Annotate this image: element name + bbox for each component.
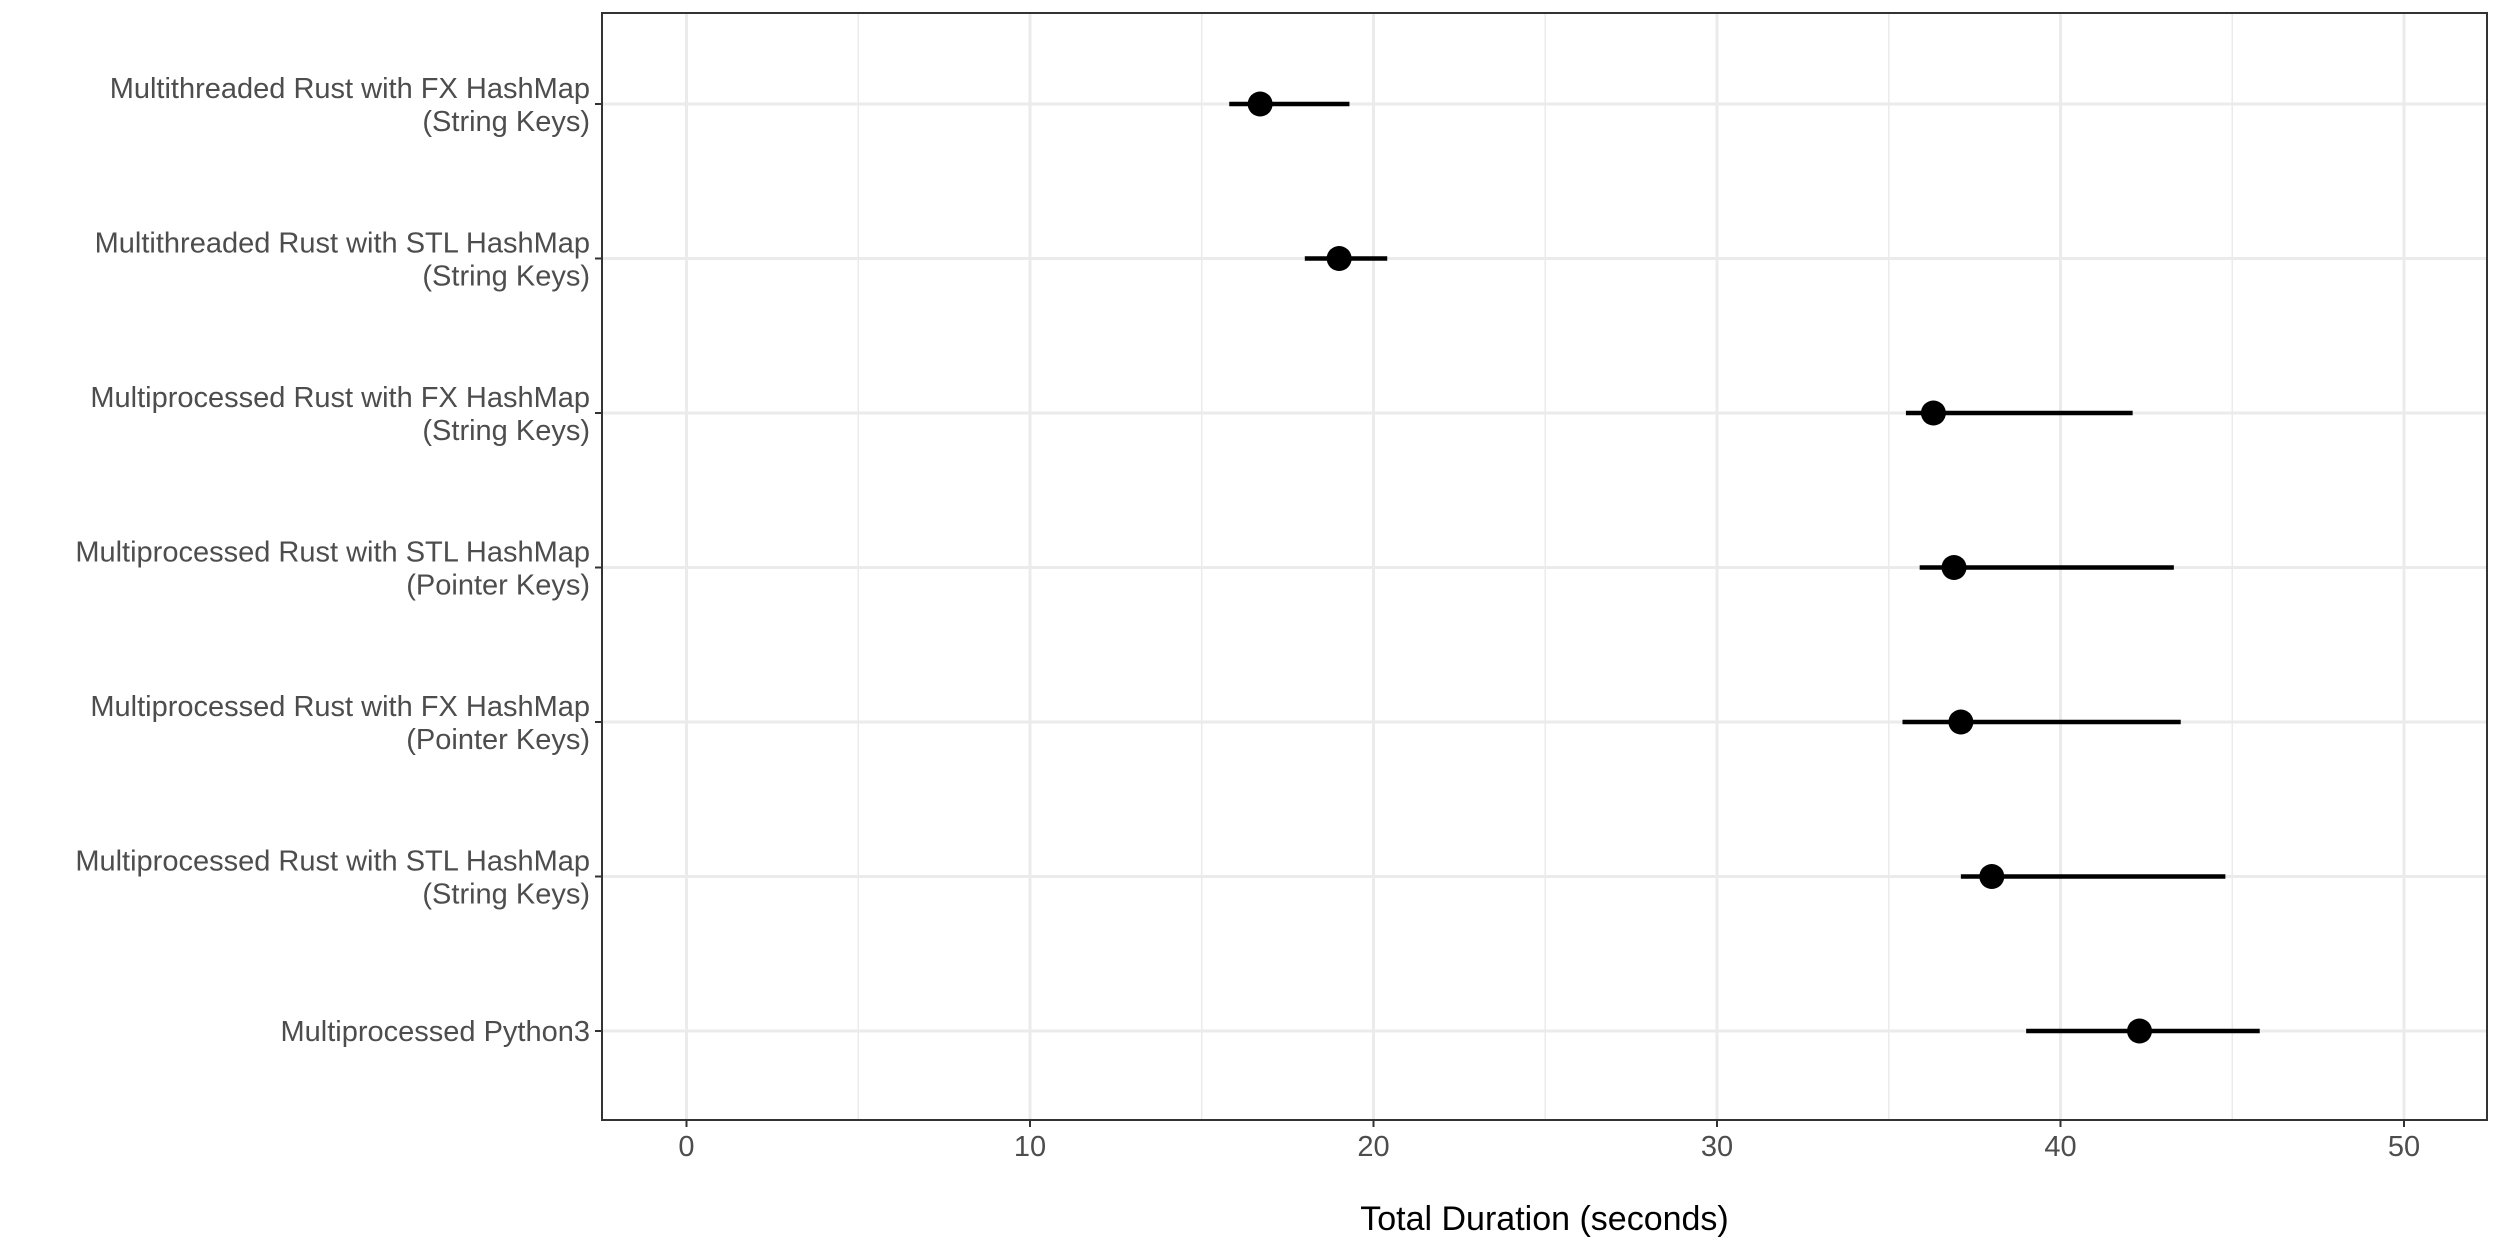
x-tick-label: 50: [2388, 1131, 2420, 1163]
y-tick-label: Multiprocessed Rust with STL HashMap (Str…: [75, 846, 590, 911]
y-tick-label: Multithreaded Rust with STL HashMap (Stri…: [95, 228, 590, 293]
x-axis-ticks: [685, 1120, 2405, 1127]
data-point: [1979, 864, 2005, 889]
data-point: [1247, 91, 1273, 117]
x-tick-label: 30: [1701, 1131, 1733, 1163]
data-points: [1247, 91, 2153, 1044]
y-tick-label: Multiprocessed Python3: [281, 1016, 591, 1048]
y-tick-label: Multiprocessed Rust with FX HashMap (Poin…: [90, 691, 590, 756]
x-tick-label: 40: [2044, 1131, 2076, 1163]
y-axis-ticks: [595, 103, 602, 1032]
grid-lines: [602, 13, 2487, 1120]
x-axis-labels: 0 10 20 30 40 50: [678, 1131, 2420, 1163]
y-tick-label: Multiprocessed Rust with FX HashMap (Stri…: [90, 382, 590, 447]
x-tick-label: 10: [1014, 1131, 1046, 1163]
data-point: [1948, 709, 1974, 735]
x-tick-label: 20: [1357, 1131, 1389, 1163]
data-point: [1326, 246, 1352, 271]
y-axis-labels: Multithreaded Rust with FX HashMap (Strin…: [75, 73, 590, 1048]
y-tick-label: Multiprocessed Rust with STL HashMap (Poi…: [75, 537, 590, 602]
data-point: [1941, 555, 1967, 580]
x-axis-title: Total Duration (seconds): [1360, 1200, 1729, 1238]
data-point: [1920, 400, 1946, 426]
x-tick-label: 0: [678, 1131, 694, 1163]
data-point: [2127, 1018, 2153, 1044]
y-tick-label: Multithreaded Rust with FX HashMap (Strin…: [110, 73, 590, 138]
